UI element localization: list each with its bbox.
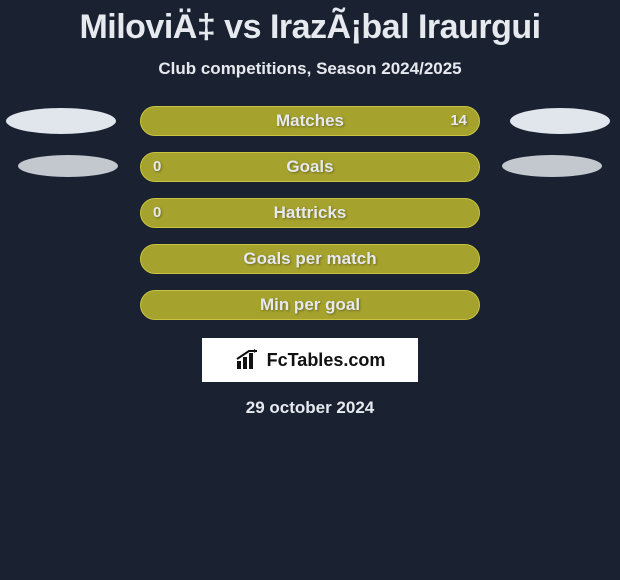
stat-row: Goals per match <box>0 241 620 276</box>
stat-left-value: 0 <box>153 158 161 175</box>
stat-pill: Min per goal <box>140 290 480 320</box>
comparison-container: MiloviÄ‡ vs IrazÃ¡bal Iraurgui Club comp… <box>0 0 620 580</box>
stat-pill: Goals per match <box>140 244 480 274</box>
stat-rows: Matches 14 0 Goals 0 Hattricks Goals per match… <box>0 103 620 322</box>
stat-label: Goals <box>286 157 333 177</box>
stat-left-value: 0 <box>153 204 161 221</box>
stat-row: 0 Hattricks <box>0 195 620 230</box>
date-text: 29 october 2024 <box>0 398 620 418</box>
stat-pill: Matches 14 <box>140 106 480 136</box>
page-title: MiloviÄ‡ vs IrazÃ¡bal Iraurgui <box>0 8 620 47</box>
ellipse-left <box>6 108 116 134</box>
brand-text: FcTables.com <box>267 350 386 371</box>
stat-label: Min per goal <box>260 295 360 315</box>
ellipse-right <box>510 108 610 134</box>
stat-label: Goals per match <box>243 249 376 269</box>
stat-right-value: 14 <box>450 112 467 129</box>
stat-pill: 0 Goals <box>140 152 480 182</box>
ellipse-left <box>18 155 118 177</box>
stat-row: Matches 14 <box>0 103 620 138</box>
stat-row: 0 Goals <box>0 149 620 184</box>
stat-row: Min per goal <box>0 287 620 322</box>
stat-label: Hattricks <box>274 203 347 223</box>
stat-label: Matches <box>276 111 344 131</box>
stat-pill: 0 Hattricks <box>140 198 480 228</box>
brand-box[interactable]: FcTables.com <box>202 338 418 382</box>
ellipse-right <box>502 155 602 177</box>
brand-icon <box>235 349 261 371</box>
page-subtitle: Club competitions, Season 2024/2025 <box>0 59 620 79</box>
